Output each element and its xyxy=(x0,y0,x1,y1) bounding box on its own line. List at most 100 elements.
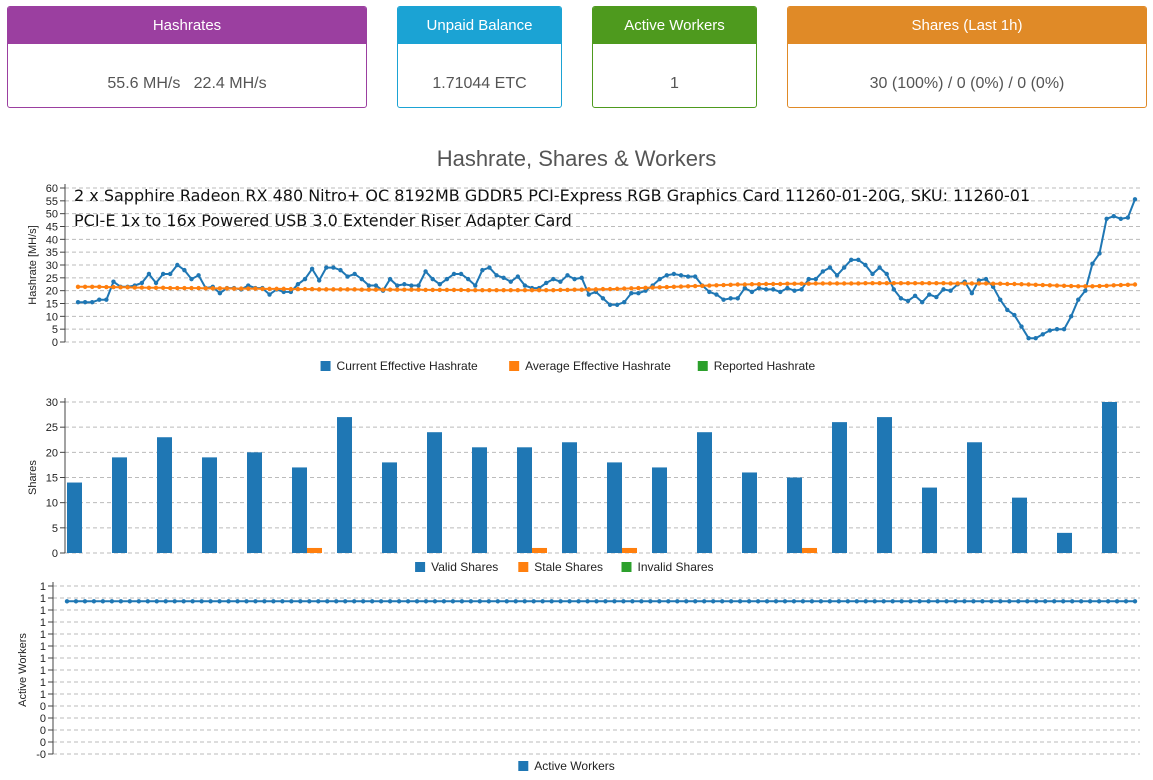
hashrate-point xyxy=(664,284,669,290)
hashrate-point xyxy=(962,281,967,286)
workers-point xyxy=(127,599,133,604)
hashrate-point xyxy=(508,279,513,284)
workers-ytick-label: -0 xyxy=(36,749,46,761)
hashrate-point xyxy=(841,281,847,286)
shares-bar xyxy=(787,477,802,553)
shares-ytick-label: 5 xyxy=(52,523,58,535)
hashrate-point xyxy=(182,267,187,273)
hashrate-point xyxy=(196,273,201,278)
hashrate-point xyxy=(976,278,982,283)
hashrate-point xyxy=(522,287,528,293)
hashrate-ytick-label: 15 xyxy=(46,299,58,311)
workers-ytick-label: 0 xyxy=(40,737,46,749)
hashrate-point xyxy=(692,283,698,289)
hashrate-point xyxy=(402,282,407,287)
workers-point xyxy=(226,599,231,604)
hashrate-ytick-label: 20 xyxy=(46,286,58,298)
hashrate-point xyxy=(636,285,641,291)
hashrate-point xyxy=(260,286,265,292)
hashrate-point xyxy=(728,282,733,287)
hashrate-point xyxy=(508,287,513,293)
hashrate-point xyxy=(1097,251,1102,256)
shares-y-axis-label: Shares xyxy=(27,460,39,495)
workers-point xyxy=(432,599,438,604)
workers-point xyxy=(872,599,877,604)
hashrate-point xyxy=(139,280,145,286)
hashrate-point xyxy=(451,287,457,293)
hashrate-point xyxy=(1132,282,1138,287)
hashrate-point xyxy=(600,296,606,301)
hashrate-point xyxy=(544,287,549,293)
hashrate-point xyxy=(650,285,655,290)
hashrate-point xyxy=(366,283,372,288)
workers-point xyxy=(271,599,276,604)
shares-legend-label: Valid Shares xyxy=(431,560,498,574)
hashrate-point xyxy=(409,283,414,288)
hashrate-point xyxy=(714,292,719,297)
shares-ytick-label: 30 xyxy=(46,397,58,409)
hashrate-point xyxy=(203,286,208,291)
shares-bar xyxy=(112,457,127,553)
workers-point xyxy=(1132,599,1138,604)
hashrate-point xyxy=(160,285,166,291)
hashrate-point xyxy=(104,284,109,290)
hashrate-point xyxy=(458,287,464,293)
hashrate-point xyxy=(877,265,882,270)
unpaid-balance-card-value: 1.71044 ETC xyxy=(432,75,527,92)
hashrate-point xyxy=(919,281,925,286)
hashrate-point xyxy=(707,289,712,295)
hashrate-point xyxy=(253,286,258,291)
hashrate-point xyxy=(593,287,599,292)
workers-point xyxy=(513,599,518,604)
workers-point xyxy=(809,599,815,604)
hashrate-legend-swatch xyxy=(320,361,331,371)
workers-point xyxy=(594,599,599,604)
hashrate-point xyxy=(324,287,329,292)
workers-point xyxy=(405,599,411,604)
hashrate-point xyxy=(905,298,911,304)
hashrate-point xyxy=(636,291,641,296)
hashrate-point xyxy=(841,265,847,270)
hashrate-point xyxy=(898,296,904,301)
hashrate-point xyxy=(373,287,379,292)
workers-point xyxy=(82,599,88,604)
hashrate-point xyxy=(912,281,918,286)
workers-point xyxy=(998,599,1003,604)
hashrate-point xyxy=(1068,283,1074,289)
workers-y-axis-label: Active Workers xyxy=(17,633,29,707)
shares-bar xyxy=(967,442,982,553)
hashrate-point xyxy=(998,281,1003,286)
shares-bar xyxy=(1102,402,1117,553)
workers-ytick-label: 1 xyxy=(40,641,46,653)
hashrate-point xyxy=(267,292,272,297)
workers-point xyxy=(719,599,725,604)
workers-point xyxy=(648,599,653,604)
hashrate-point xyxy=(352,271,357,277)
shares-bar xyxy=(427,432,442,553)
hashrate-point xyxy=(799,287,804,292)
workers-point xyxy=(1061,599,1066,604)
hashrate-point xyxy=(586,292,591,297)
hashrate-point xyxy=(551,287,556,293)
hashrate-point xyxy=(614,286,620,292)
hashrate-point xyxy=(622,286,627,291)
workers-ytick-label: 0 xyxy=(40,713,46,725)
hashrate-point xyxy=(1061,283,1067,288)
hashrate-point xyxy=(806,276,811,282)
hashrate-point xyxy=(345,274,350,279)
workers-point xyxy=(863,599,868,604)
workers-point xyxy=(190,599,195,604)
hashrate-point xyxy=(331,287,336,292)
workers-point xyxy=(396,599,402,604)
hashrate-point xyxy=(409,287,414,292)
hashrate-point xyxy=(941,287,946,292)
workers-point xyxy=(100,599,106,604)
workers-point xyxy=(710,599,716,604)
hashrate-point xyxy=(501,287,506,293)
hashrate-point xyxy=(1118,282,1124,288)
hashrate-point xyxy=(125,285,130,290)
hashrate-point xyxy=(863,262,868,268)
workers-point xyxy=(675,599,680,604)
hashrate-point xyxy=(331,265,336,270)
